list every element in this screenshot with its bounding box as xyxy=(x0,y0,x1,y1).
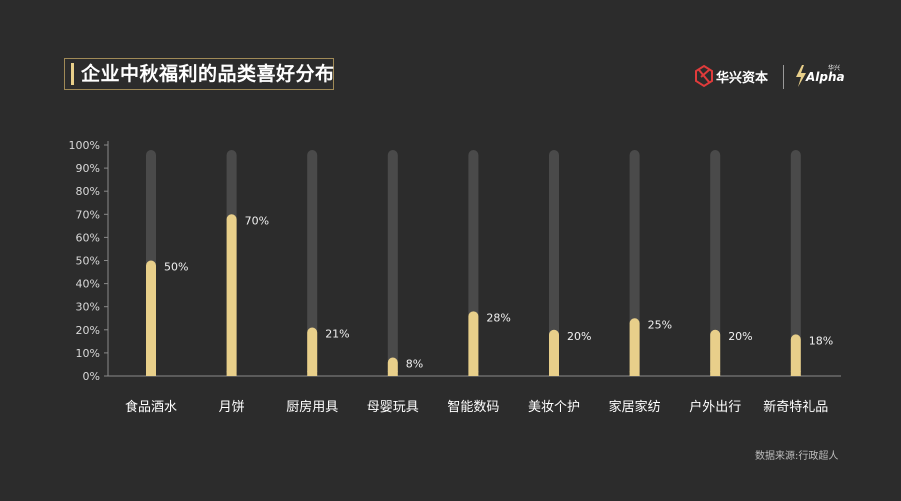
bar-base xyxy=(549,371,559,376)
bar-base xyxy=(468,371,479,376)
bar-value-label: 25% xyxy=(648,318,672,331)
logo-divider xyxy=(783,65,784,89)
brand-logo: 华兴资本 Alpha 华兴 xyxy=(694,64,845,92)
y-tick-label: 30% xyxy=(76,301,100,314)
bar-track xyxy=(549,150,559,376)
bar-value-label: 18% xyxy=(809,334,833,347)
bar xyxy=(468,311,479,376)
bar xyxy=(146,260,156,376)
bar-base xyxy=(710,371,721,376)
data-source-note: 数据来源:行政超人 xyxy=(755,451,839,462)
bar-value-label: 21% xyxy=(325,327,349,340)
bar-base xyxy=(307,371,318,376)
title-accent-bar xyxy=(71,63,74,85)
bar-value-label: 70% xyxy=(245,214,269,227)
y-tick-label: 70% xyxy=(76,208,100,221)
x-category-label: 厨房用具 xyxy=(286,399,338,415)
bar-base xyxy=(226,371,237,376)
bar-value-label: 28% xyxy=(486,311,510,324)
bar-value-label: 50% xyxy=(164,261,188,274)
bar-base xyxy=(629,371,640,376)
page-title: 企业中秋福利的品类喜好分布 xyxy=(81,63,335,85)
bar xyxy=(710,329,721,376)
x-category-label: 月饼 xyxy=(219,400,245,415)
bar-base xyxy=(790,371,801,376)
bar-value-label: 20% xyxy=(728,330,752,343)
huaxing-logo-icon xyxy=(695,64,713,88)
x-category-label: 户外出行 xyxy=(689,399,741,415)
y-tick-label: 90% xyxy=(76,162,100,175)
brand-name: 华兴资本 xyxy=(716,71,769,86)
bar xyxy=(226,214,237,376)
x-category-label: 家居家纺 xyxy=(609,399,661,415)
bar-track xyxy=(387,150,398,376)
bar-value-label: 20% xyxy=(567,330,591,343)
bar-base xyxy=(146,371,156,376)
alpha-logo-text: Alpha xyxy=(806,70,845,84)
x-category-label: 美妆个护 xyxy=(528,400,580,415)
bar xyxy=(629,318,640,376)
y-tick-label: 40% xyxy=(76,278,100,291)
y-tick-label: 10% xyxy=(76,347,100,360)
y-tick-label: 60% xyxy=(76,231,100,244)
bar-value-label: 8% xyxy=(406,358,423,371)
bar-track xyxy=(307,150,318,376)
bar xyxy=(307,327,318,376)
bar-base xyxy=(387,371,398,376)
title-box: 企业中秋福利的品类喜好分布 xyxy=(64,58,334,90)
alpha-tag: 华兴 xyxy=(828,65,841,72)
x-category-label: 新奇特礼品 xyxy=(763,399,828,415)
bar xyxy=(790,334,801,376)
bar-track xyxy=(790,150,801,376)
bar-track xyxy=(710,150,721,376)
x-category-label: 母婴玩具 xyxy=(367,400,419,415)
lightning-icon xyxy=(796,65,806,87)
y-tick-label: 20% xyxy=(76,324,100,337)
y-tick-label: 80% xyxy=(76,185,100,198)
bar xyxy=(549,329,559,376)
y-tick-label: 100% xyxy=(69,139,100,152)
y-tick-label: 50% xyxy=(76,255,100,268)
y-tick-label: 0% xyxy=(83,370,100,383)
x-category-label: 智能数码 xyxy=(447,400,499,415)
x-category-label: 食品酒水 xyxy=(125,399,177,415)
